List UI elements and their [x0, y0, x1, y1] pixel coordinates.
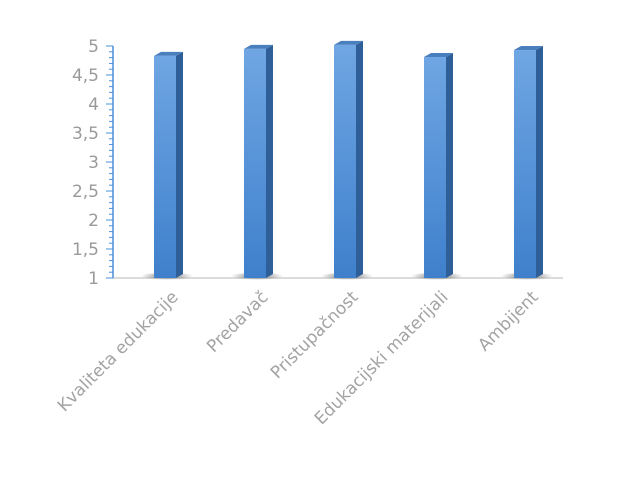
bar-top-face — [154, 51, 183, 56]
y-tick-label: 2,5 — [72, 182, 99, 202]
y-tick-label: 1 — [88, 269, 99, 289]
y-tick-label: 4 — [88, 95, 99, 115]
bar-top-face — [244, 44, 273, 49]
bar-side-face — [356, 40, 363, 279]
y-tick-label: 1,5 — [72, 240, 99, 260]
bar-front-face — [334, 44, 356, 279]
y-axis-labels: 1 1,5 2 2,5 3 3,5 4 4,5 5 — [72, 37, 99, 289]
bar-side-face — [176, 51, 183, 278]
x-category-label: Kvaliteta edukacije — [54, 287, 183, 416]
bar — [321, 40, 373, 280]
bar-top-face — [514, 46, 543, 51]
bar-side-face — [266, 44, 273, 279]
x-category-label: Ambijent — [474, 287, 542, 355]
y-tick-label: 5 — [88, 37, 99, 57]
bar-front-face — [514, 50, 536, 279]
bar — [501, 46, 553, 280]
bar-top-face — [424, 53, 453, 58]
x-axis-labels: Kvaliteta edukacije PredavačPristupačnost… — [54, 287, 543, 429]
bar — [231, 44, 283, 280]
bar — [141, 51, 193, 280]
x-category-label: Pristupačnost — [267, 287, 363, 383]
bar-front-face — [244, 48, 266, 279]
bar-side-face — [536, 46, 543, 279]
bar-side-face — [446, 53, 453, 278]
bar — [411, 53, 463, 280]
x-category-label: Predavač — [203, 287, 272, 356]
y-tick-label: 2 — [88, 211, 99, 231]
y-tick-label: 4,5 — [72, 66, 99, 86]
bar-front-face — [424, 57, 446, 278]
bar-top-face — [334, 40, 363, 45]
y-tick-label: 3 — [88, 153, 99, 173]
bar-front-face — [154, 55, 176, 278]
chart-bars — [141, 40, 553, 280]
y-tick-label: 3,5 — [72, 124, 99, 144]
